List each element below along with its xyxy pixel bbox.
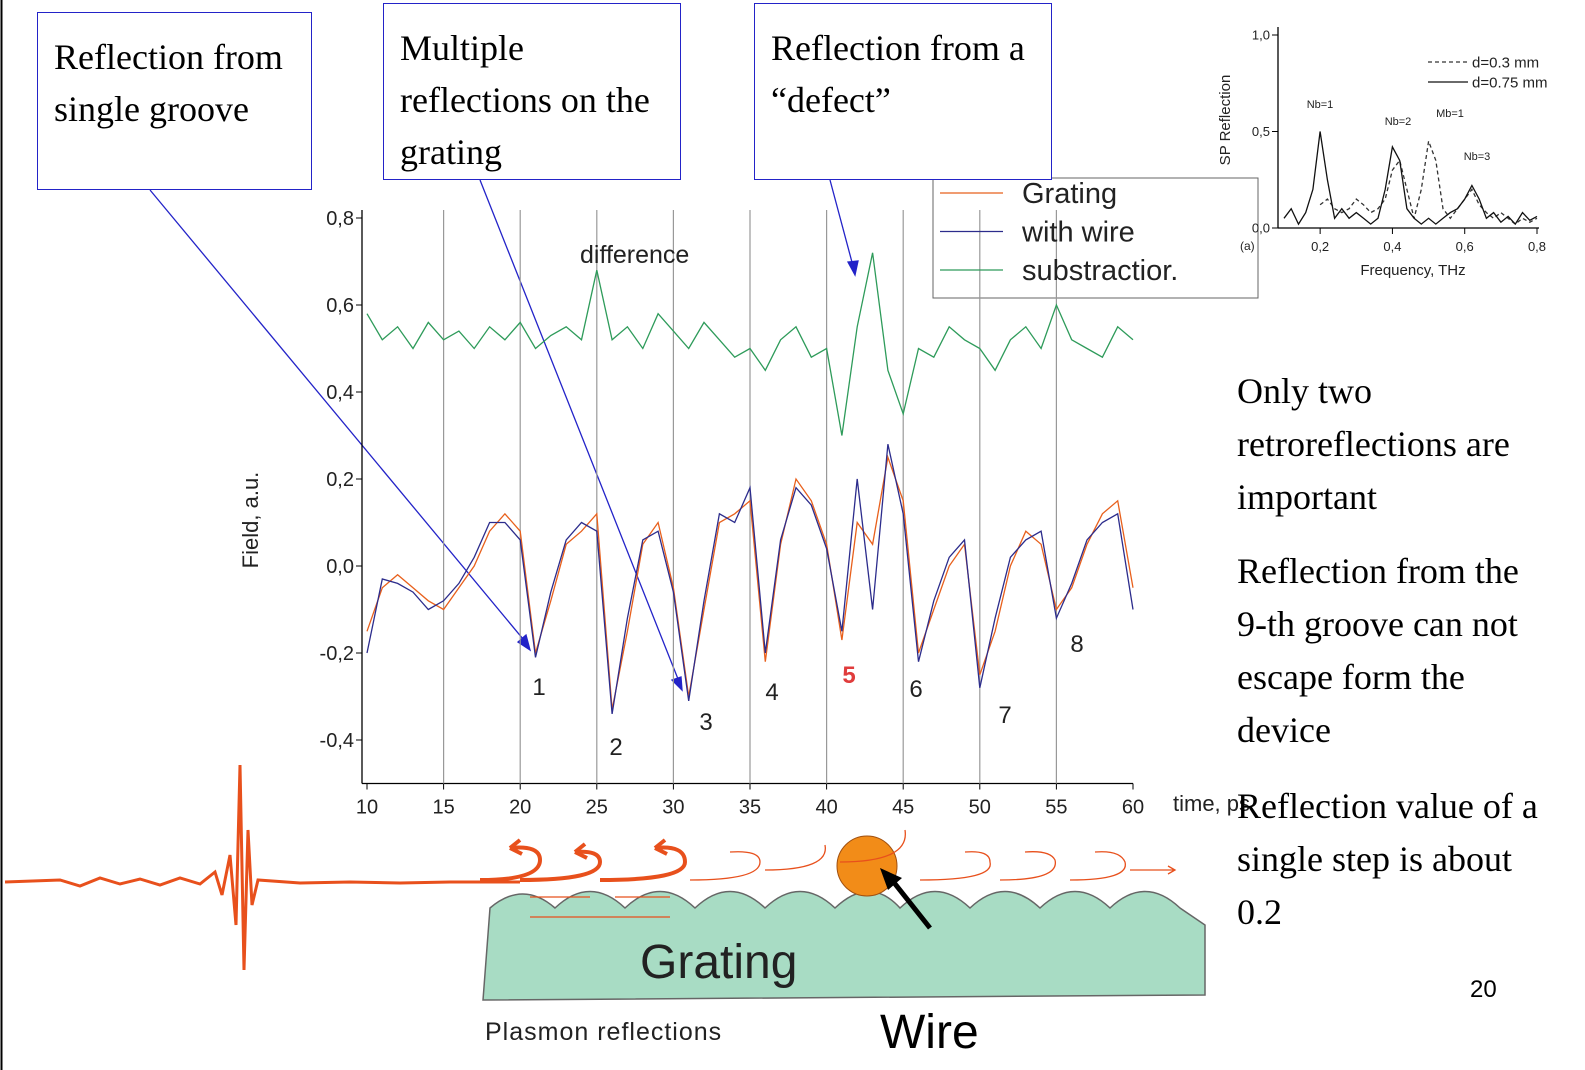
series-line [366,454,1134,710]
peak-label: 7 [998,702,1011,729]
peak-label: 3 [699,709,712,736]
caption: Plasmon reflections [485,1018,722,1046]
x-tick-label: 20 [509,797,531,819]
x-tick-label: 35 [739,797,761,819]
x-tick-label: 25 [586,797,608,819]
y-tick-label: 1,0 [1252,28,1270,43]
wire-arrowhead [880,868,902,890]
thin-arrows [530,829,1177,918]
page-number: 20 [1470,976,1497,1003]
x-tick-label: 15 [432,797,454,819]
peak-label: 8 [1070,631,1083,658]
grating-label: Grating [640,936,797,989]
legend-label: Grating [1022,178,1117,210]
peak-label: 4 [765,679,778,706]
x-tick-label: 0,4 [1383,239,1401,254]
legend-box [932,177,1259,299]
series-line [366,252,1134,436]
peak-label: Nb=3 [1464,151,1491,163]
y-tick-label: 0,6 [326,295,354,317]
peak-label: 6 [909,676,922,703]
x-tick-label: 60 [1122,797,1144,819]
x-tick-label: 40 [815,797,837,819]
y-tick-label: 0,0 [1252,221,1270,236]
x-tick-label: 0,2 [1311,239,1329,254]
peak-label: 2 [609,734,622,761]
annotation: difference [580,241,689,269]
callout: Reflection from a “defect” [754,3,1052,180]
legend-label: d=0.75 mm [1472,74,1547,91]
x-tick-label: 30 [662,797,684,819]
legend-label: d=0.3 mm [1472,54,1539,71]
peak-label: 5 [842,662,855,689]
x-tick-label: 0,6 [1456,239,1474,254]
y-tick-label: 0,5 [1252,124,1270,139]
x-tick-label: 45 [892,797,914,819]
y-tick-label: 0,0 [326,556,354,578]
y-axis-label: SP Reflection [1217,75,1234,166]
peak-label: Mb=1 [1436,108,1464,120]
callout: Reflection from single groove [37,12,312,190]
peak-label: Nb=2 [1385,116,1412,128]
wire-shape [836,835,898,897]
x-tick-label: 55 [1045,797,1067,819]
callout: Multiple reflections on the grating [383,3,681,180]
pulse [4,764,520,971]
legend-label: with wire [1021,217,1135,249]
panel-label: (a) [1240,239,1255,253]
y-tick-label: -0,4 [320,730,354,752]
callout-arrows [149,179,859,692]
x-tick-label: 0,8 [1528,239,1546,254]
grating-shape [482,890,1206,1001]
series-line [1283,131,1538,226]
wire-label: Wire [880,1006,979,1059]
peak-label: Nb=1 [1307,99,1334,111]
series-line [1319,138,1538,225]
note: Reflection from the 9-th groove can not … [1237,551,1519,750]
y-tick-label: 0,2 [326,469,354,491]
x-tick-label: 50 [969,797,991,819]
y-axis-label: Field, a.u. [238,472,263,569]
x-axis-label: time, ps [1173,791,1250,816]
legend-label: substractior. [1022,255,1178,287]
x-axis-label: Frequency, THz [1360,262,1465,279]
y-tick-label: 0,4 [326,382,354,404]
reflection-arrows [479,838,688,882]
x-tick-label: 10 [356,797,378,819]
series-line [366,444,1134,715]
y-tick-label: 0,8 [326,208,354,230]
note: Only two retroreflections are important [1237,371,1510,517]
y-tick-label: -0,2 [320,643,354,665]
peak-label: 1 [532,674,545,701]
note: Reflection value of a single step is abo… [1237,786,1538,932]
